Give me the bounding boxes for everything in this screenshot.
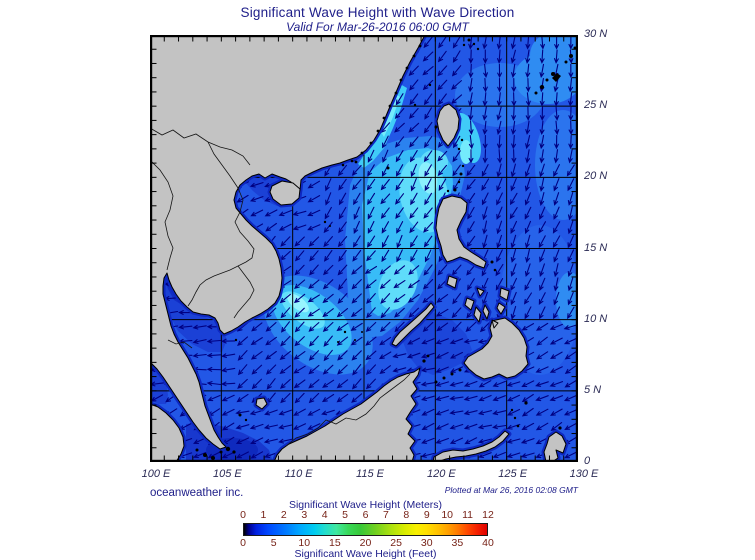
meters-scale-number: 8 — [403, 509, 410, 521]
feet-scale-number: 30 — [420, 537, 433, 549]
lon-tick-label: 105 E — [212, 468, 242, 480]
lon-tick-label: 110 E — [284, 468, 313, 480]
country-borders — [150, 127, 411, 447]
meters-scale-number: 0 — [240, 509, 246, 521]
feet-scale-number: 40 — [482, 537, 494, 549]
chart-subtitle: Valid For Mar-26-2016 06:00 GMT — [286, 20, 469, 34]
feet-scale-number: 35 — [451, 537, 464, 549]
chart-title: Significant Wave Height with Wave Direct… — [240, 5, 515, 20]
map-area — [150, 35, 578, 462]
meters-scale-number: 12 — [482, 509, 494, 521]
meters-scale-number: 5 — [342, 509, 348, 521]
meters-scale-number: 9 — [423, 509, 430, 521]
credit-oceanweather: oceanweather inc. — [150, 487, 244, 499]
map-svg — [150, 35, 578, 462]
feet-scale-number: 5 — [270, 537, 277, 549]
legend-feet-title: Significant Wave Height (Feet) — [294, 548, 437, 560]
meters-scale-number: 3 — [301, 509, 308, 521]
lon-tick-label: 125 E — [498, 468, 528, 480]
degree-ticks — [151, 36, 577, 461]
lat-tick-label: 5 N — [584, 383, 602, 396]
feet-scale-number: 25 — [390, 537, 402, 549]
map-frame — [150, 35, 578, 462]
meters-scale-number: 6 — [362, 509, 369, 521]
lon-tick-label: 120 E — [426, 468, 456, 480]
feet-scale-number: 0 — [240, 537, 246, 549]
meters-scale-number: 10 — [441, 509, 453, 521]
meters-scale-number: 4 — [321, 509, 328, 521]
lat-tick-label: 0 — [584, 455, 591, 467]
meters-scale-number: 11 — [462, 509, 474, 521]
lat-tick-label: 15 N — [584, 241, 608, 254]
lat-tick-label: 30 N — [584, 28, 608, 40]
meters-scale-number: 7 — [382, 509, 389, 521]
lat-tick-label: 10 N — [584, 312, 608, 325]
meters-scale-number: 2 — [280, 509, 287, 521]
feet-scale-number: 10 — [298, 537, 311, 549]
legend-meters-title: Significant Wave Height (Meters) — [288, 499, 443, 511]
feet-scale-number: 20 — [359, 537, 372, 549]
lat-tick-label: 20 N — [584, 170, 608, 183]
lon-tick-label: 130 E — [569, 468, 599, 480]
lon-tick-label: 115 E — [356, 468, 384, 480]
lon-tick-label: 100 E — [141, 468, 171, 480]
credit-plotted-at: Plotted at Mar 26, 2016 02:08 GMT — [444, 485, 578, 495]
small-islands — [195, 38, 577, 460]
feet-scale-number: 15 — [329, 537, 341, 549]
meters-scale-number: 1 — [260, 509, 267, 521]
wave-height-colorbar — [243, 523, 488, 536]
lat-tick-label: 25 N — [584, 99, 608, 112]
